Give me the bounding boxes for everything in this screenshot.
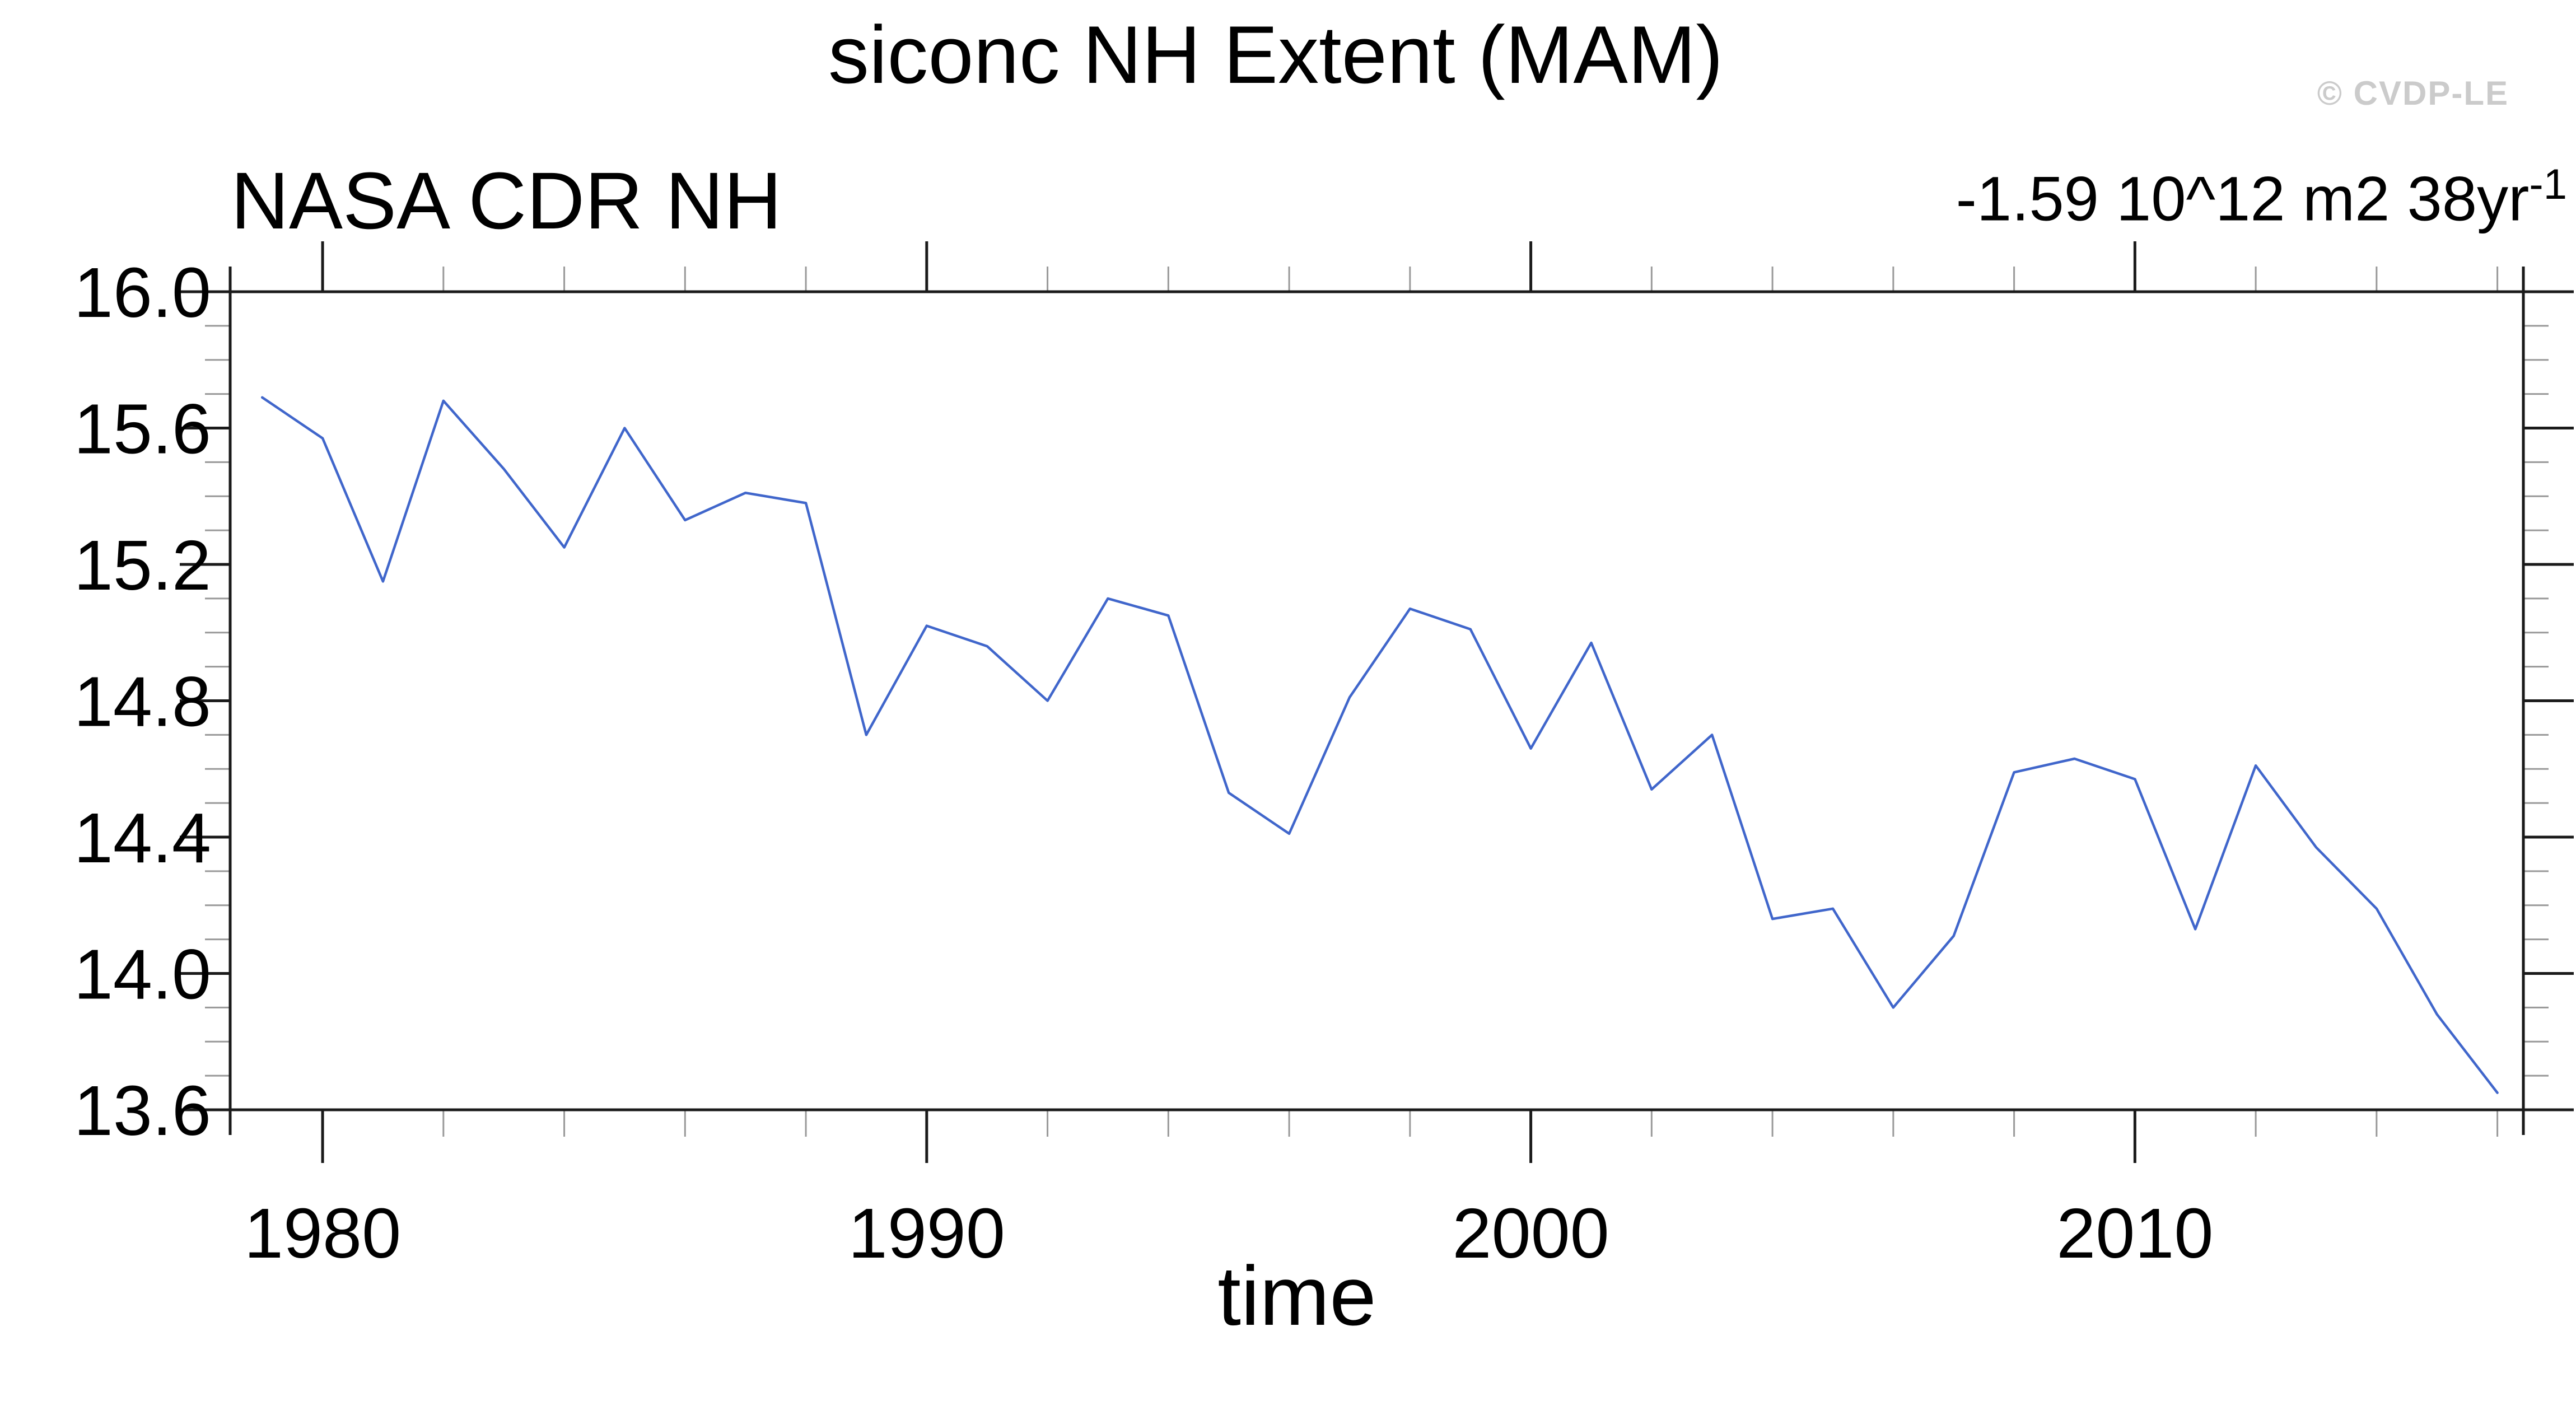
- y-tick-label: 16.0: [74, 253, 211, 332]
- axis-ticks: [180, 241, 2574, 1163]
- y-tick-label: 15.6: [74, 390, 211, 469]
- x-axis-title: time: [1217, 1249, 1376, 1343]
- trend-annotation-main: -1.59 10^12 m2 38yr: [1956, 164, 2530, 234]
- y-tick-label: 14.4: [74, 798, 211, 877]
- plot-frame: [228, 290, 2525, 1111]
- x-tick-label: 1980: [244, 1194, 401, 1273]
- plot-border: [228, 290, 2525, 1111]
- dataset-label: NASA CDR NH: [231, 156, 782, 246]
- trend-annotation-exponent: -1: [2529, 161, 2567, 208]
- tick-labels: 13.6 14.0 14.4 14.8 15.2 15.6 16.0 1980 1990 2000…: [74, 253, 2214, 1273]
- x-tick-label: 1990: [848, 1194, 1005, 1273]
- data-series: [260, 396, 2499, 1094]
- series-line-nasa-cdr-nh: [260, 396, 2499, 1094]
- trend-annotation: -1.59 10^12 m2 38yr-1: [1956, 160, 2567, 235]
- y-tick-label: 15.2: [74, 526, 211, 605]
- y-tick-label: 14.0: [74, 935, 211, 1014]
- y-tick-label: 13.6: [74, 1071, 211, 1150]
- cvdp-watermark: © CVDP-LE: [2317, 74, 2509, 112]
- y-tick-label: 14.8: [74, 662, 211, 741]
- chart-title: siconc NH Extent (MAM): [828, 9, 1724, 100]
- x-tick-label: 2000: [1452, 1194, 1609, 1273]
- x-tick-label: 2010: [2056, 1194, 2213, 1273]
